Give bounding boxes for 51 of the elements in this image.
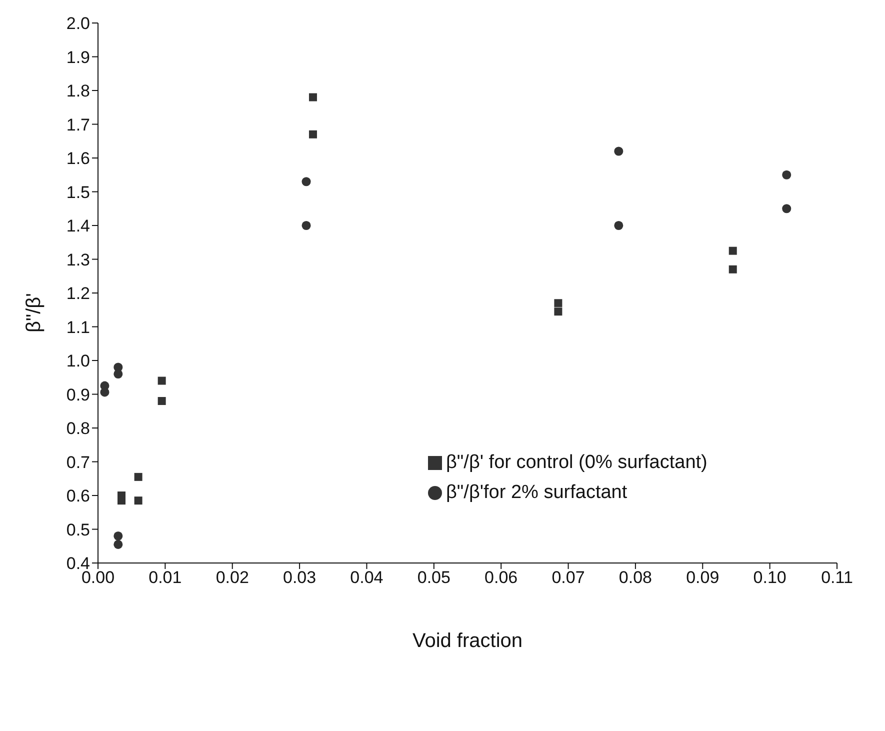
point [782, 170, 792, 180]
x-tick-label: 0.08 [618, 568, 652, 588]
point [302, 220, 311, 230]
point [114, 531, 123, 541]
y-tick-label: 1.3 [66, 250, 90, 270]
point [554, 308, 562, 316]
y-axis-title: β"/β' [23, 293, 46, 332]
point [134, 472, 142, 481]
x-tick-label: 0.03 [283, 568, 316, 588]
y-tick-label: 0.5 [66, 520, 90, 540]
y-tick-label: 0.8 [66, 419, 90, 438]
y-tick-label: 1.4 [66, 216, 90, 236]
point [614, 220, 624, 230]
y-tick-label: 2.0 [66, 14, 90, 34]
y-tick-label: 1.5 [66, 182, 90, 202]
x-tick-label: 0.06 [484, 568, 518, 588]
x-tick-label: 0.09 [686, 568, 720, 588]
y-tick-label: 1.2 [66, 284, 90, 304]
point [308, 93, 317, 102]
y-tick-label: 0.9 [66, 385, 90, 404]
x-tick-label: 0.01 [148, 568, 182, 588]
y-tick-label: 1.7 [66, 115, 90, 134]
point [114, 540, 123, 549]
legend-label: β"/β' for control (0% surfactant) [446, 452, 708, 473]
point [728, 265, 737, 274]
point [158, 376, 166, 385]
point [134, 496, 142, 505]
point [554, 299, 562, 308]
x-tick-label: 0.00 [81, 568, 115, 588]
x-tick-label: 0.11 [821, 568, 853, 588]
point [308, 130, 317, 138]
x-axis-title: Void fraction [412, 630, 523, 652]
x-tick-label: 0.10 [753, 568, 786, 588]
point [728, 246, 737, 255]
y-tick-label: 0.6 [66, 486, 90, 506]
legend-label: β"/β'for 2% surfactant [446, 482, 628, 503]
x-tick-label: 0.02 [216, 568, 249, 588]
y-tick-label: 1.9 [66, 48, 90, 67]
point [302, 177, 311, 186]
x-tick-label: 0.05 [417, 568, 450, 588]
point [614, 146, 624, 156]
y-tick-label: 0.7 [66, 452, 90, 472]
point [782, 204, 792, 214]
y-tick-label: 1.8 [66, 82, 90, 101]
x-tick-label: 0.07 [552, 568, 585, 588]
y-tick-label: 1.1 [66, 318, 90, 337]
y-tick-label: 1.6 [66, 149, 90, 168]
x-tick-label: 0.04 [350, 568, 384, 588]
point [114, 369, 123, 379]
y-tick-label: 1.0 [66, 352, 90, 371]
point [158, 397, 166, 405]
